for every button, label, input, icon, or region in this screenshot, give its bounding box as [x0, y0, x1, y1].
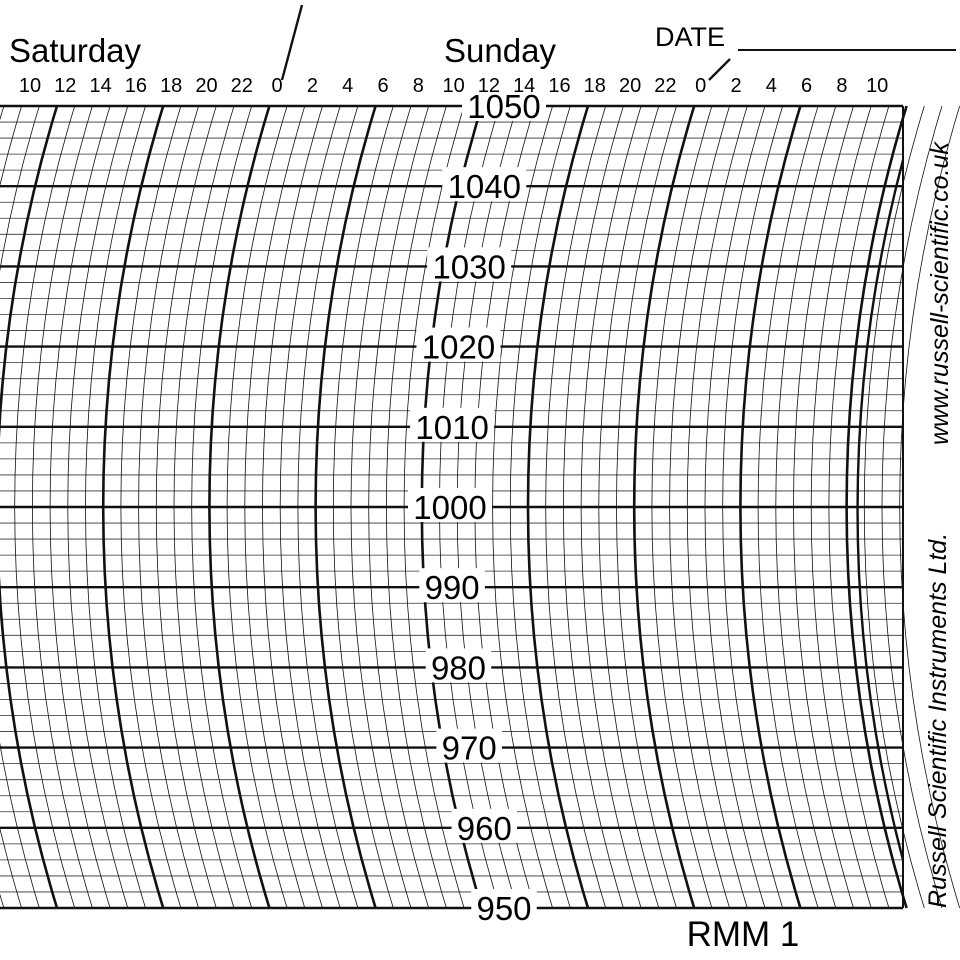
hour-tick-label: 20 — [195, 75, 217, 97]
pressure-label-bg — [425, 648, 492, 683]
minor-time-arc — [0, 105, 40, 909]
hour-tick-label: 2 — [307, 75, 318, 97]
pressure-tick-label: 970 — [442, 730, 497, 767]
pressure-tick-label: 1050 — [467, 88, 540, 125]
hour-tick-label: 6 — [801, 75, 812, 97]
pressure-label-bg — [419, 568, 485, 603]
hour-tick-label: 16 — [125, 75, 147, 97]
hour-tick-label: 8 — [836, 75, 847, 97]
pressure-tick-label: 1010 — [415, 409, 488, 446]
pressure-label-bg — [471, 889, 537, 923]
pressure-label-bg — [416, 327, 501, 362]
pressure-tick-label: 1000 — [413, 489, 486, 526]
hour-tick-label: 16 — [548, 75, 570, 97]
pressure-tick-label: 980 — [431, 649, 486, 686]
hour-tick-label: 0 — [695, 75, 706, 97]
pressure-tick-label: 1030 — [432, 248, 505, 285]
model-label: RMM 1 — [687, 915, 800, 954]
pressure-label-bg — [427, 247, 512, 282]
day-label-saturday: Saturday — [9, 32, 142, 69]
date-label: DATE — [655, 22, 725, 52]
pressure-label-bg — [436, 728, 502, 763]
hour-labels: 6101214161820220246810121416182022024681… — [19, 4, 888, 97]
midnight-marker — [708, 58, 731, 81]
pressure-tick-label: 950 — [476, 890, 531, 927]
hour-tick-label: 4 — [766, 75, 777, 97]
website-text: www.russell-scientific.co.uk — [926, 141, 954, 445]
pressure-tick-label: 1020 — [422, 329, 495, 366]
pressure-label-bg — [462, 87, 547, 121]
hour-tick-label: 0 — [272, 75, 283, 97]
pressure-tick-label: 960 — [457, 810, 512, 847]
pressure-label-bg — [451, 808, 518, 843]
maker-text: Russell Scientific Instruments Ltd. — [924, 533, 952, 908]
major-time-arc — [0, 105, 59, 909]
hour-tick-label: 22 — [654, 75, 676, 97]
hour-tick-label: 4 — [342, 75, 353, 97]
hour-tick-label: 22 — [231, 75, 253, 97]
hour-tick-label: 6 — [377, 75, 388, 97]
hour-tick-label: 18 — [160, 75, 182, 97]
pressure-labels: 1050 1040 1030 1020 1010 1000 990 980 970 960 950 — [408, 87, 547, 927]
hour-tick-label: 14 — [513, 75, 535, 97]
pressure-label-bg — [442, 167, 527, 202]
pressure-label-bg — [408, 488, 492, 522]
hour-tick-label: 12 — [478, 75, 500, 97]
day-label-sunday: Sunday — [444, 32, 556, 69]
chart-edge-arc — [856, 159, 905, 861]
pressure-tick-label: 990 — [425, 569, 480, 606]
hour-tick-label: 8 — [413, 75, 424, 97]
pressure-label-bg — [410, 407, 495, 442]
midnight-marker — [280, 4, 304, 81]
hour-tick-label: 14 — [89, 75, 111, 97]
hour-tick-label: 10 — [442, 75, 464, 97]
hour-tick-label: 20 — [619, 75, 641, 97]
hour-tick-label: 12 — [54, 75, 76, 97]
hour-tick-label: 18 — [584, 75, 606, 97]
hour-tick-label: 2 — [730, 75, 741, 97]
hour-tick-label: 10 — [19, 75, 41, 97]
pressure-tick-label: 1040 — [448, 168, 521, 205]
hour-tick-label: 10 — [866, 75, 888, 97]
